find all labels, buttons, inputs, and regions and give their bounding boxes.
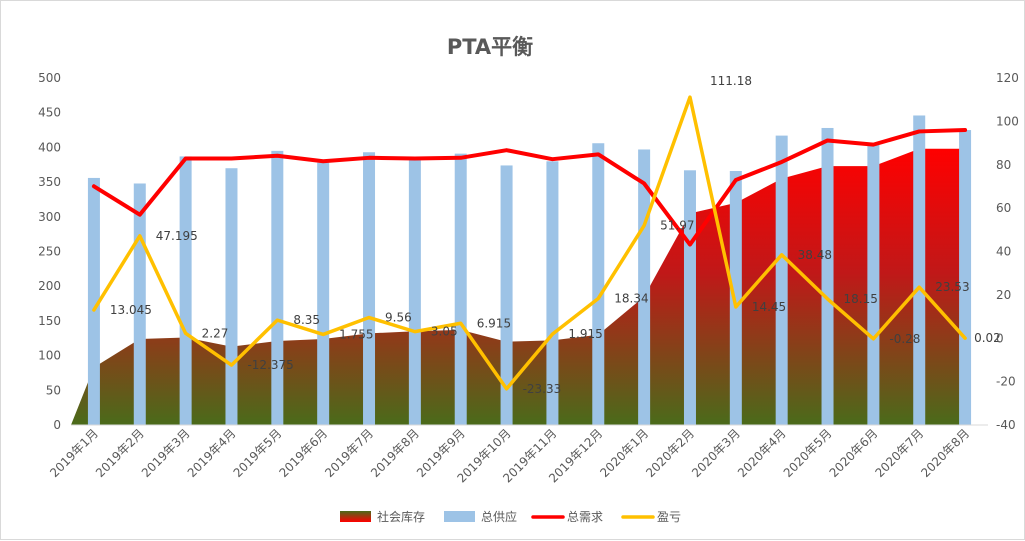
supply-bar [821, 127, 834, 425]
legend: 社会库存 总供应 总需求 盈亏 [340, 509, 681, 524]
profit-data-label: -0.28 [889, 332, 920, 346]
profit-data-label: 23.53 [935, 280, 969, 294]
left-axis-tick-label: 0 [53, 418, 61, 432]
supply-bar [729, 170, 742, 425]
left-axis-tick-label: 200 [38, 279, 61, 293]
left-axis-tick-label: 500 [38, 71, 61, 85]
x-axis-category-label: 2019年1月 [47, 426, 101, 480]
right-axis-tick-label: 40 [996, 245, 1011, 259]
left-axis-tick-label: 350 [38, 175, 61, 189]
supply-bar [225, 168, 238, 425]
left-axis-tick-label: 400 [38, 140, 61, 154]
series-demand-line [91, 128, 968, 247]
right-axis-tick-label: 60 [996, 201, 1011, 215]
supply-bar [683, 170, 696, 425]
x-axis-category-label: 2020年1月 [597, 426, 651, 480]
legend-label: 盈亏 [657, 510, 681, 524]
right-axis-tick-label: -20 [996, 375, 1016, 389]
supply-bar [500, 165, 513, 425]
legend-label: 社会库存 [377, 509, 425, 524]
left-axis-tick-label: 50 [46, 383, 61, 397]
left-axis-tick-label: 300 [38, 210, 61, 224]
supply-bar [363, 152, 376, 425]
chart-title: PTA平衡 [447, 35, 533, 59]
legend-swatch [444, 511, 475, 522]
supply-bar [317, 162, 330, 425]
supply-bar [775, 135, 788, 426]
profit-data-label: 6.915 [477, 316, 511, 330]
left-axis-tick-label: 450 [38, 106, 61, 120]
x-axis-category-label: 2019年5月 [231, 426, 285, 480]
x-axis-category-label: 2019年8月 [368, 426, 422, 480]
profit-data-label: 9.56 [385, 311, 412, 325]
right-axis-tick-label: 100 [996, 114, 1019, 128]
left-axis-tick-label: 150 [38, 314, 61, 328]
profit-data-label: 0.02 [974, 331, 1001, 345]
profit-data-label: 38.48 [798, 248, 832, 262]
supply-bar [271, 150, 284, 425]
x-axis-category-label: 2019年7月 [322, 426, 376, 480]
profit-data-label: 14.45 [752, 300, 786, 314]
x-axis-category-label: 2020年4月 [735, 426, 789, 480]
series-profit-line [92, 95, 967, 391]
profit-data-label: 2.27 [202, 326, 229, 340]
x-axis-category-label: 2019年6月 [276, 426, 330, 480]
x-axis-category-label: 2019年3月 [139, 426, 193, 480]
x-axis-category-label: 2020年3月 [689, 426, 743, 480]
right-axis-tick-label: 80 [996, 158, 1011, 172]
supply-bar [546, 161, 559, 425]
profit-data-label: -12.375 [247, 358, 293, 372]
x-axis-category-label: 2020年7月 [872, 426, 926, 480]
right-axis-tick-label: -40 [996, 418, 1016, 432]
supply-bar [913, 115, 926, 425]
legend-label: 总需求 [567, 510, 603, 524]
x-axis-category-label: 2019年4月 [185, 426, 239, 480]
profit-data-label: 111.18 [710, 74, 752, 88]
legend-label: 总供应 [481, 509, 517, 524]
supply-bar [87, 177, 100, 425]
profit-data-label: 8.35 [293, 313, 320, 327]
profit-data-label: 1.915 [568, 327, 602, 341]
right-axis-tick-label: 0 [996, 331, 1004, 345]
profit-data-label: 13.045 [110, 303, 152, 317]
supply-bar [408, 159, 421, 425]
profit-data-label: -23.33 [523, 382, 562, 396]
profit-data-label: 1.755 [339, 327, 373, 341]
profit-data-label: 3.05 [431, 325, 458, 339]
profit-data-label: 51.97 [660, 219, 694, 233]
left-axis-tick-label: 250 [38, 245, 61, 259]
x-axis-category-label: 2020年6月 [827, 426, 881, 480]
legend-swatch [340, 511, 371, 522]
left-axis-tick-label: 100 [38, 349, 61, 363]
profit-data-label: 47.195 [156, 229, 198, 243]
supply-bar [454, 153, 467, 425]
right-axis-tick-label: 120 [996, 71, 1019, 85]
x-axis-category-label: 2019年2月 [93, 426, 147, 480]
supply-bar [592, 143, 605, 425]
supply-bar [867, 143, 880, 425]
supply-bar [179, 156, 192, 425]
profit-data-label: 18.34 [614, 291, 648, 305]
right-axis-tick-label: 20 [996, 288, 1011, 302]
x-axis-category-label: 2020年5月 [781, 426, 835, 480]
x-axis-category-label: 2020年8月 [918, 426, 972, 480]
supply-bar [959, 130, 972, 426]
x-axis-category-label: 2020年2月 [643, 426, 697, 480]
plot-area: 13.045 47.195 2.27 -12.375 8.35 1.755 9.56 3.05… [38, 71, 1019, 485]
profit-data-label: 18.15 [844, 292, 878, 306]
